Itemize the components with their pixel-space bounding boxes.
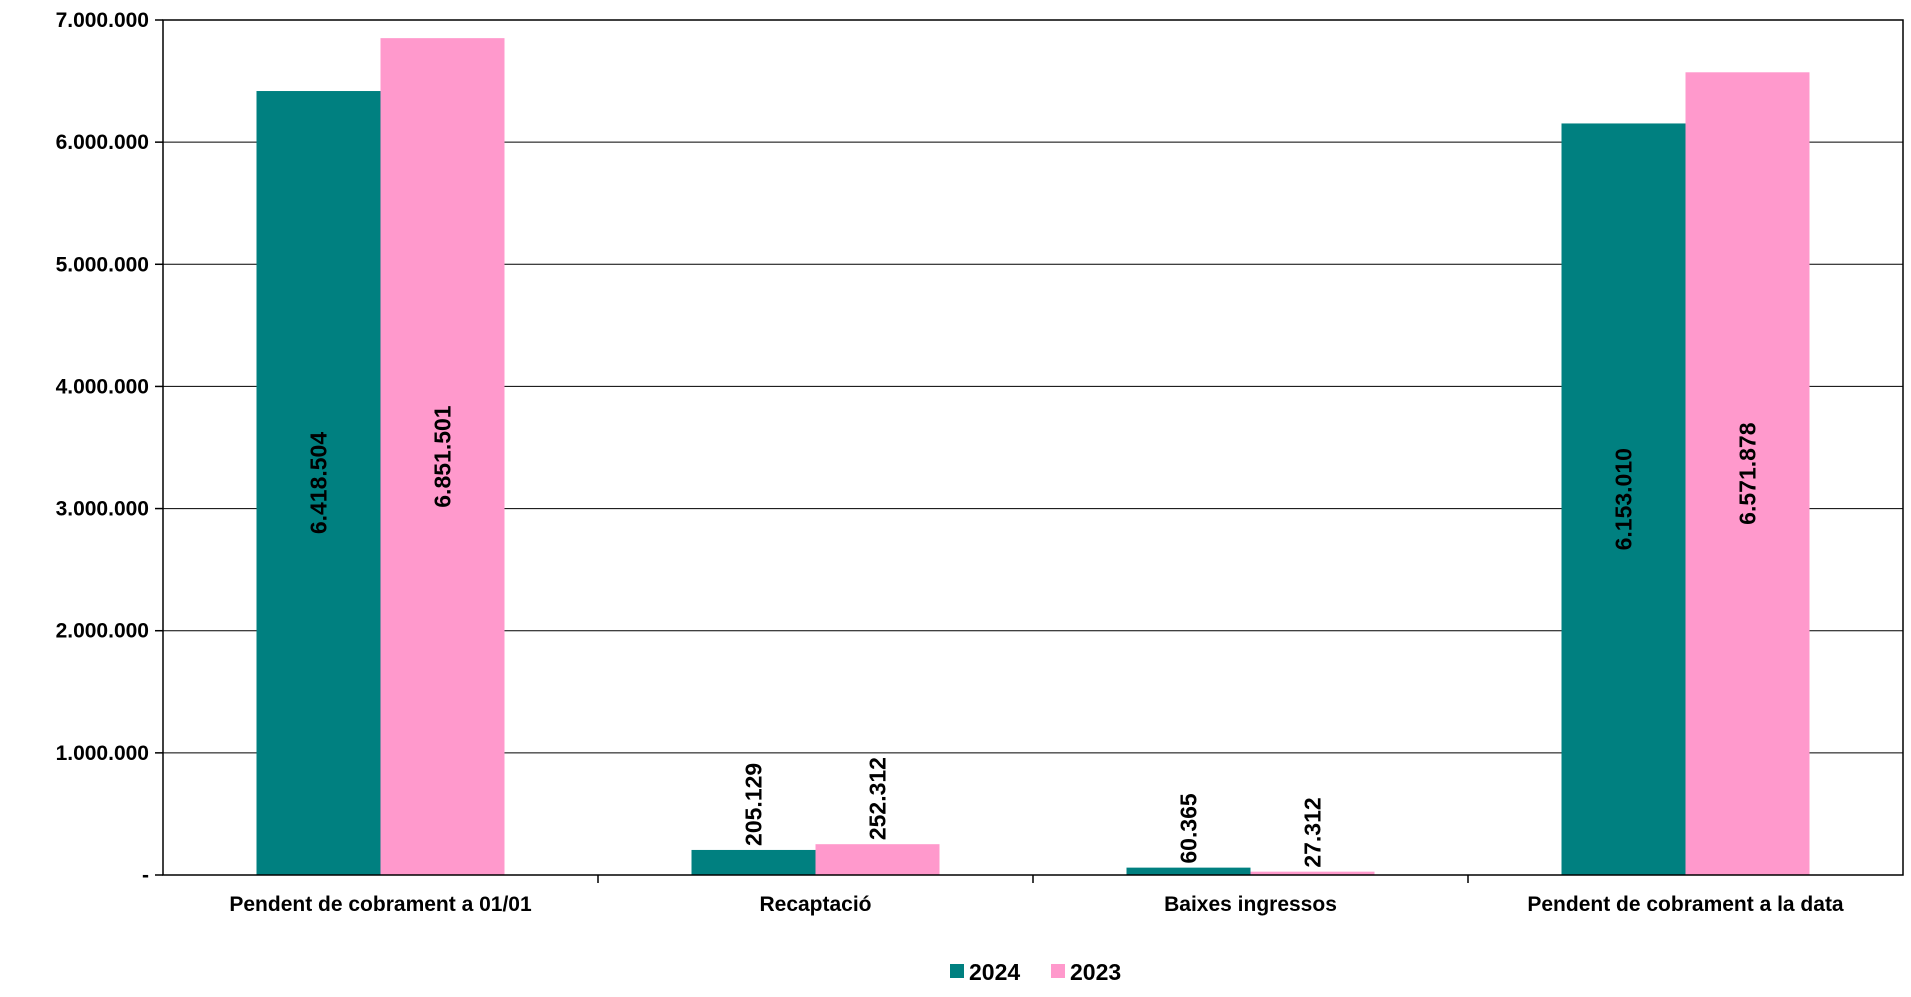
bar-2023 [815, 844, 940, 875]
legend: 2024 2023 [950, 959, 1121, 985]
bar-2024 [256, 91, 381, 876]
data-label-2023: 6.851.501 [429, 405, 455, 508]
legend-swatch-2023 [1051, 964, 1065, 978]
legend-label-2024: 2024 [969, 959, 1020, 985]
bars [256, 38, 1810, 876]
data-label-2024: 205.129 [741, 763, 767, 846]
bar-2023 [1250, 871, 1375, 875]
legend-label-2023: 2023 [1070, 959, 1121, 985]
data-label-2024: 6.153.010 [1611, 448, 1637, 550]
data-label-2023: 6.571.878 [1735, 422, 1761, 525]
x-category-label: Recaptació [759, 893, 871, 916]
y-tick-label: 6.000.000 [56, 131, 149, 154]
data-label-2023: 252.312 [865, 757, 891, 840]
data-label-2024: 60.365 [1176, 793, 1202, 864]
bar-2023 [1685, 72, 1810, 875]
data-label-2024: 6.418.504 [306, 432, 332, 535]
x-category-label: Pendent de cobrament a la data [1527, 893, 1844, 916]
bar-2024 [1126, 867, 1251, 875]
legend-swatch-2024 [950, 964, 964, 978]
bar-2023 [380, 38, 505, 876]
data-label-2023: 27.312 [1300, 797, 1326, 867]
bar-2024 [1561, 123, 1686, 875]
y-tick-label: - [142, 864, 149, 887]
y-tick-label: 4.000.000 [56, 375, 149, 398]
bar-2024 [691, 849, 816, 875]
x-category-label: Baixes ingressos [1164, 893, 1337, 916]
axes: - 1.000.000 2.000.000 3.000.000 4.000.000 5.0… [56, 9, 1904, 916]
y-tick-label: 1.000.000 [56, 742, 149, 765]
y-tick-label: 2.000.000 [56, 620, 149, 643]
x-category-label: Pendent de cobrament a 01/01 [229, 893, 532, 916]
y-tick-label: 7.000.000 [56, 9, 149, 32]
y-tick-label: 5.000.000 [56, 253, 149, 276]
y-tick-label: 3.000.000 [56, 498, 149, 521]
data-labels: 6.418.504 6.851.501 205.129 252.312 60.365 27… [306, 405, 1761, 867]
